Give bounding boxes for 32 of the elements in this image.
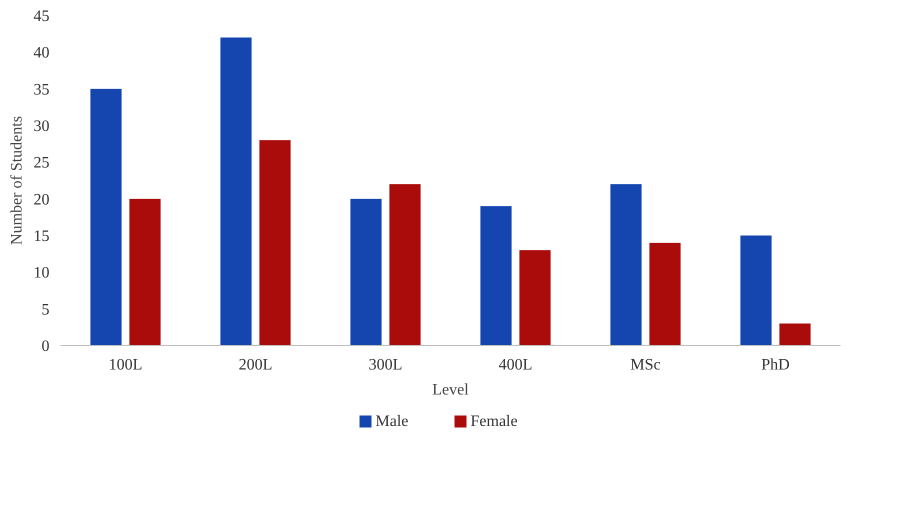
bar bbox=[610, 184, 642, 346]
bar bbox=[389, 184, 421, 346]
bar bbox=[480, 206, 512, 346]
legend-label: Female bbox=[470, 413, 518, 430]
x-tick-label: 400L bbox=[498, 356, 532, 374]
x-tick-label: MSc bbox=[630, 356, 661, 374]
y-tick-label: 35 bbox=[34, 81, 50, 98]
y-tick-label: 15 bbox=[34, 228, 50, 245]
bar bbox=[259, 140, 291, 346]
bar bbox=[350, 198, 382, 346]
x-tick-label: 200L bbox=[238, 356, 272, 374]
y-axis-title: Number of Students bbox=[8, 116, 26, 245]
x-axis-title: Level bbox=[432, 382, 470, 398]
legend-label: Male bbox=[376, 413, 408, 430]
y-tick-label: 45 bbox=[34, 8, 50, 25]
y-tick-label: 20 bbox=[34, 191, 50, 208]
y-tick-label: 0 bbox=[42, 338, 50, 355]
bar bbox=[519, 250, 551, 346]
y-tick-label: 5 bbox=[42, 301, 50, 318]
x-tick-label: 100L bbox=[108, 356, 142, 374]
y-tick-label: 30 bbox=[34, 118, 50, 135]
y-tick-label: 25 bbox=[34, 154, 50, 172]
x-tick-label: PhD bbox=[761, 356, 790, 374]
bar bbox=[129, 198, 161, 346]
y-tick-label: 40 bbox=[34, 44, 50, 62]
bar bbox=[779, 324, 811, 346]
bar bbox=[90, 88, 122, 346]
bar bbox=[649, 242, 681, 346]
x-tick-label: 300L bbox=[368, 356, 402, 374]
bar bbox=[220, 38, 252, 346]
bar bbox=[740, 236, 772, 346]
y-tick-label: 10 bbox=[34, 264, 50, 282]
